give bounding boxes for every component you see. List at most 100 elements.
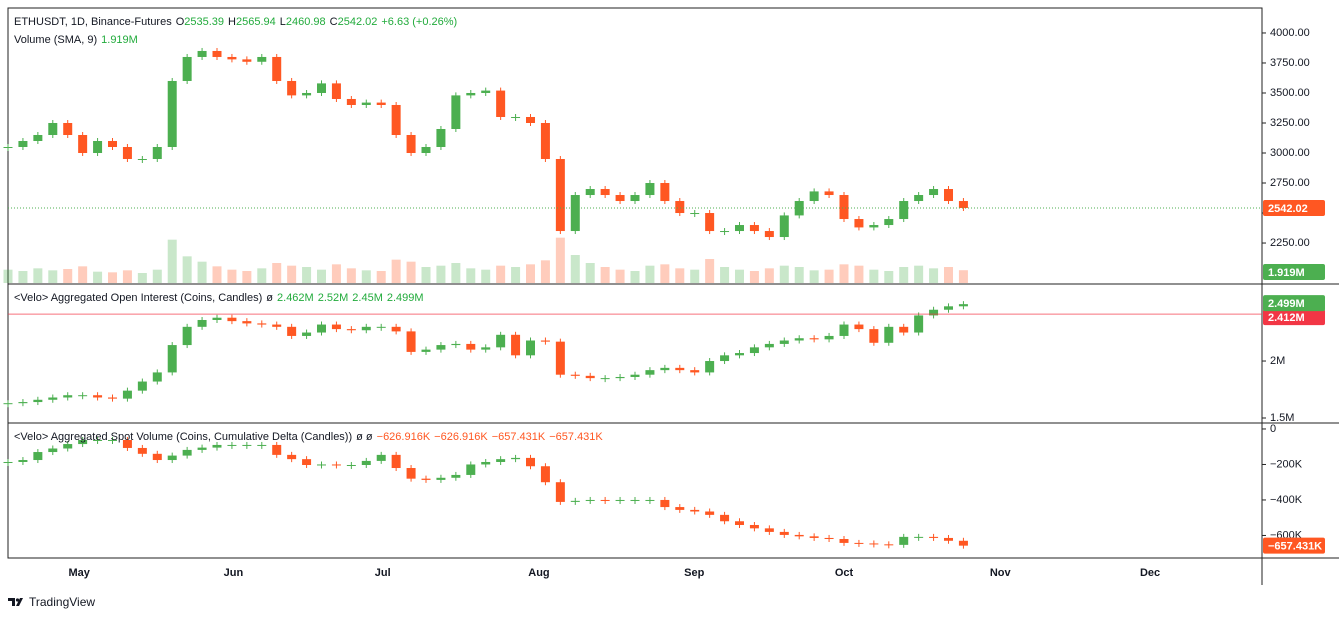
candle-body	[376, 326, 386, 328]
candle-body	[346, 98, 356, 105]
volume-bar	[33, 268, 43, 283]
candle-body	[839, 324, 849, 336]
volume-bar	[108, 272, 117, 283]
candle-body	[108, 397, 117, 399]
y-tick-label: 3000.00	[1270, 147, 1310, 159]
candle-body	[884, 219, 894, 226]
legend-value: −626.916K	[434, 431, 488, 443]
legend-value: −657.431K	[549, 431, 603, 443]
candle-body	[182, 326, 192, 346]
volume-bar	[242, 271, 252, 283]
ohlc-key: O	[175, 16, 185, 28]
candle-body	[496, 459, 506, 462]
candle-body	[526, 116, 535, 123]
ohlc-value: 2535.39	[184, 16, 225, 28]
candle-body	[660, 499, 670, 508]
candle-body	[720, 355, 730, 362]
volume-bar	[600, 267, 610, 283]
oi-legend: <Velo> Aggregated Open Interest (Coins, …	[14, 292, 428, 304]
ohlc-value: 2460.98	[285, 16, 326, 28]
candle-body	[824, 537, 834, 540]
candle-body	[570, 195, 580, 232]
last-value-label: −657.431K	[1268, 541, 1322, 553]
candle-body	[3, 461, 13, 463]
candle-body	[257, 56, 267, 62]
candle-body	[451, 95, 461, 129]
candle-body	[122, 439, 132, 448]
x-tick-label: Aug	[528, 567, 549, 579]
volume-bar	[511, 267, 521, 283]
candle-body	[197, 447, 207, 450]
candle-body	[272, 444, 282, 455]
legend-title: <Velo> Aggregated Open Interest (Coins, …	[14, 292, 263, 304]
volume-bar	[735, 269, 744, 283]
volume-bar	[794, 267, 804, 283]
volume-bar	[93, 271, 103, 283]
volume-bar	[137, 273, 147, 283]
volume-title: Volume (SMA, 9)	[14, 34, 98, 46]
candle-body	[764, 343, 774, 348]
volume-bar	[197, 261, 207, 283]
candle-body	[675, 367, 685, 371]
candle-body	[137, 381, 147, 391]
volume-bar	[481, 269, 491, 283]
volume-bar	[361, 270, 371, 283]
candle-body	[466, 343, 476, 350]
candle-body	[137, 159, 147, 161]
candles	[3, 301, 968, 408]
candle-body	[705, 511, 715, 515]
candle-body	[570, 374, 580, 376]
candle-body	[496, 334, 506, 348]
candle-body	[854, 324, 864, 330]
candle-body	[511, 457, 521, 460]
candle-body	[182, 449, 192, 456]
volume-value: 1.919M	[101, 34, 138, 46]
ohlc-key: L	[279, 16, 286, 28]
candle-body	[705, 213, 715, 232]
volume-bar	[436, 265, 446, 283]
volume-bar	[257, 268, 267, 283]
volume-bar	[690, 269, 700, 283]
candle-body	[242, 444, 252, 446]
candle-body	[764, 231, 774, 238]
volume-bar	[779, 265, 789, 283]
candle-body	[540, 466, 550, 483]
candle-body	[346, 329, 356, 331]
volume-bar	[406, 261, 416, 283]
candle-body	[421, 147, 431, 154]
volume-bar	[630, 271, 640, 283]
candle-body	[48, 122, 58, 135]
candle-body	[481, 90, 491, 93]
candles	[3, 436, 968, 549]
candle-body	[884, 544, 894, 546]
candle-body	[93, 140, 103, 154]
candle-body	[466, 92, 476, 96]
candle-body	[929, 189, 939, 196]
volume-bar	[824, 269, 834, 283]
candle-body	[600, 189, 610, 196]
candle-body	[451, 343, 461, 346]
candle-body	[391, 454, 401, 469]
x-tick-label: May	[68, 567, 90, 579]
candle-body	[122, 390, 132, 399]
y-tick-label: 1.5M	[1270, 412, 1294, 424]
volume-bar	[585, 263, 595, 283]
volume-bar	[302, 267, 312, 283]
price-legend: ETHUSDT, 1D, Binance-Futures O2535.39 H256…	[14, 16, 461, 28]
candle-body	[152, 372, 162, 382]
volume-bar	[391, 259, 401, 283]
candle-body	[33, 399, 43, 403]
candle-body	[794, 534, 804, 537]
candle-body	[735, 353, 744, 356]
candle-body	[302, 332, 312, 336]
volume-bar	[675, 268, 685, 283]
volume-bar	[764, 268, 774, 283]
candle-body	[48, 397, 58, 400]
candle-body	[869, 543, 879, 545]
candle-body	[735, 225, 744, 232]
candle-body	[824, 191, 834, 196]
candle-body	[809, 338, 819, 340]
volume-bar	[705, 259, 715, 283]
candle-body	[600, 378, 610, 380]
candle-body	[660, 183, 670, 202]
